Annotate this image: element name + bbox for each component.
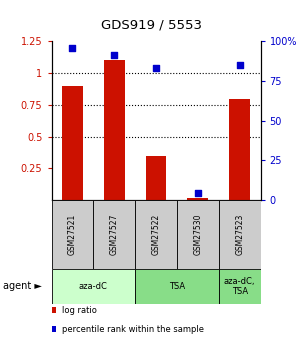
Point [112,52,117,58]
Text: aza-dC,
TSA: aza-dC, TSA [224,277,255,296]
Text: GSM27522: GSM27522 [152,214,161,255]
Text: aza-dC: aza-dC [79,282,108,291]
Bar [62,86,83,200]
Point [237,62,242,68]
Bar [135,200,177,269]
Bar [219,269,261,304]
Bar [145,156,167,200]
Text: TSA: TSA [169,282,185,291]
Text: GSM27523: GSM27523 [235,214,244,255]
Bar [52,200,93,269]
Bar [93,200,135,269]
Text: GSM27530: GSM27530 [193,214,202,255]
Bar [219,200,261,269]
Bar [187,198,208,200]
Text: log ratio: log ratio [62,306,97,315]
Text: GSM27521: GSM27521 [68,214,77,255]
Text: GSM27527: GSM27527 [110,214,119,255]
Bar [104,60,125,200]
Bar [135,269,219,304]
Point [154,66,158,71]
Point [195,190,200,196]
Point [70,45,75,50]
Bar [229,99,250,200]
Text: GDS919 / 5553: GDS919 / 5553 [101,18,202,31]
Text: agent ►: agent ► [3,282,42,291]
Bar [177,200,219,269]
Bar [52,269,135,304]
Text: percentile rank within the sample: percentile rank within the sample [62,325,204,334]
